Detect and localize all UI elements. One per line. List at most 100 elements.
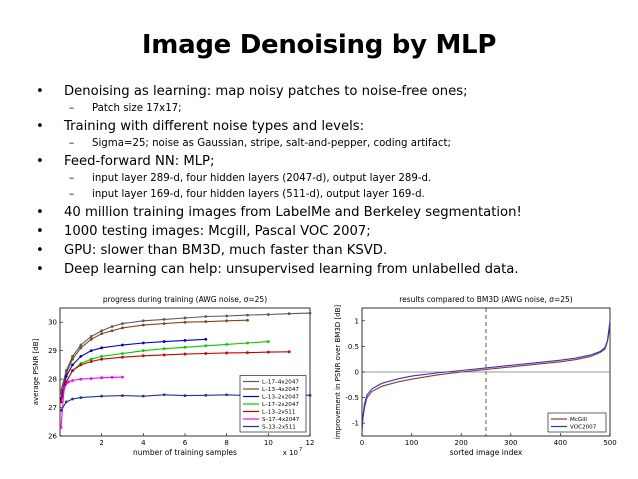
series-line: [361, 320, 611, 426]
data-point: [100, 394, 104, 398]
sub-bullet-item: Sigma=25; noise as Gaussian, stripe, sal…: [36, 136, 626, 152]
data-point: [183, 352, 187, 356]
y-tick-label: 29: [48, 347, 57, 355]
data-point: [64, 380, 68, 384]
data-point: [121, 355, 124, 359]
data-point: [204, 393, 208, 397]
x-tick-label: 6: [183, 439, 188, 447]
bullet-item: GPU: slower than BM3D, much faster than …: [36, 241, 626, 260]
legend-entry: McGill: [570, 417, 587, 423]
slide-title: Image Denoising by MLP: [141, 30, 497, 60]
data-point: [121, 375, 124, 379]
data-point: [89, 377, 93, 380]
data-point: [79, 377, 83, 381]
legend-entry: VOC2007: [570, 425, 597, 431]
bullet-item: Denoising as learning: map noisy patches…: [36, 82, 626, 101]
data-point: [266, 340, 270, 343]
data-point: [64, 400, 68, 404]
data-point: [79, 363, 83, 367]
data-point: [225, 343, 229, 346]
x-tick-label: 100: [405, 439, 418, 447]
data-point: [71, 354, 74, 358]
x-tick-label: 12: [306, 439, 315, 447]
data-point: [141, 341, 145, 345]
data-point: [183, 339, 187, 342]
data-point: [64, 374, 68, 378]
data-point: [162, 347, 166, 351]
bullet-item: Training with different noise types and …: [36, 117, 626, 136]
data-point: [79, 396, 83, 399]
x-multiplier-exponent: 7: [299, 447, 302, 453]
data-point: [204, 352, 208, 355]
data-point: [287, 312, 291, 316]
data-point: [100, 357, 104, 361]
data-point: [89, 349, 93, 353]
data-point: [71, 397, 74, 401]
data-point: [110, 329, 114, 333]
data-point: [183, 320, 187, 324]
data-point: [204, 320, 208, 324]
x-tick-label: 500: [603, 439, 616, 447]
data-point: [246, 318, 249, 322]
data-point: [100, 376, 104, 380]
data-point: [79, 346, 83, 350]
y-tick-label: 30: [48, 319, 57, 327]
data-point: [141, 394, 145, 398]
sub-bullet-item: Patch size 17x17;: [36, 101, 626, 117]
data-point: [246, 341, 249, 345]
legend-entry: L–13–4x2047: [262, 387, 299, 393]
y-tick-label: -0.5: [345, 394, 359, 402]
data-point: [100, 354, 104, 358]
y-tick-label: -1: [352, 420, 359, 428]
data-point: [308, 393, 312, 397]
x-tick-label: 300: [504, 439, 517, 447]
bullet-item: Feed-forward NN: MLP;: [36, 152, 626, 171]
legend-entry: L–17–4x2047: [262, 380, 299, 386]
data-point: [204, 344, 208, 348]
data-point: [183, 345, 187, 349]
data-point: [141, 323, 145, 327]
data-point: [183, 394, 187, 398]
data-point: [59, 400, 63, 404]
data-point: [121, 352, 124, 355]
data-point: [121, 343, 124, 347]
y-tick-label: 0.5: [348, 343, 359, 351]
chart-title: results compared to BM3D (AWG noise, σ=2…: [399, 295, 573, 304]
data-point: [204, 315, 208, 318]
data-point: [308, 311, 312, 315]
data-point: [162, 322, 166, 326]
legend-entry: S–13–2x511: [262, 425, 296, 431]
sub-bullet-item: input layer 289-d, four hidden layers (2…: [36, 171, 626, 187]
data-point: [121, 322, 124, 326]
data-point: [89, 360, 93, 363]
series-line: [60, 319, 248, 394]
y-tick-label: 1: [355, 317, 359, 325]
data-point: [204, 337, 208, 341]
x-axis-label: sorted image index: [450, 448, 523, 457]
data-point: [62, 386, 66, 390]
data-point: [121, 326, 124, 330]
data-point: [225, 393, 229, 397]
x-tick-label: 10: [264, 439, 273, 447]
y-tick-label: 27: [48, 404, 57, 412]
data-point: [71, 357, 74, 361]
data-point: [246, 313, 249, 317]
bullet-item: 1000 testing images: Mcgill, Pascal VOC …: [36, 222, 626, 241]
data-point: [110, 376, 114, 379]
y-tick-label: 0: [355, 369, 359, 377]
x-axis-label: number of training samples: [133, 448, 237, 457]
data-point: [287, 350, 291, 354]
x-tick-label: 8: [224, 439, 228, 447]
bullet-list: Denoising as learning: map noisy patches…: [36, 82, 626, 279]
x-tick-label: 4: [141, 439, 146, 447]
series-line: [361, 325, 611, 434]
data-point: [89, 335, 93, 338]
data-point: [59, 409, 63, 412]
sub-bullet-item: input layer 169-d, four hidden layers (5…: [36, 187, 626, 203]
data-point: [141, 319, 145, 323]
legend-entry: S–17–4x2047: [262, 417, 300, 423]
data-point: [246, 351, 249, 355]
data-point: [225, 351, 229, 355]
data-point: [121, 394, 124, 398]
data-point: [162, 353, 166, 357]
